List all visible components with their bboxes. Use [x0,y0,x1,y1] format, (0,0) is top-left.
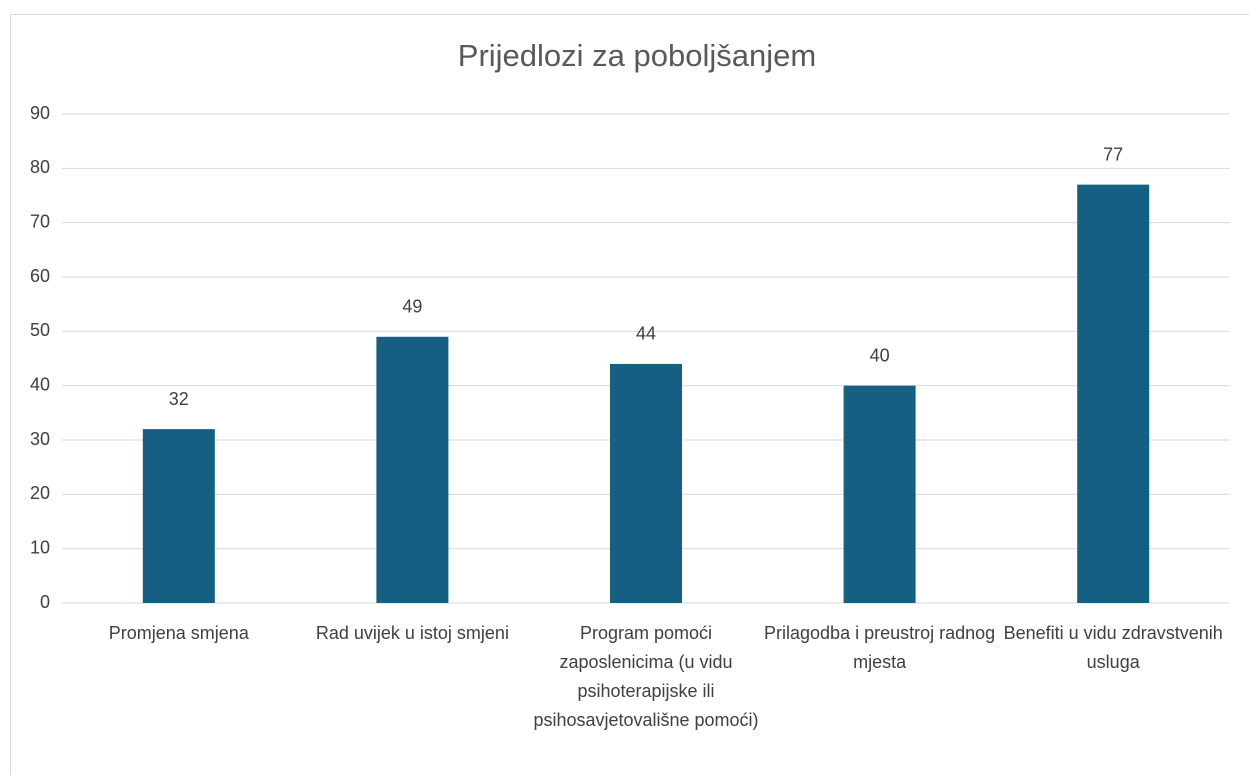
y-tick-label: 90 [30,103,50,123]
y-tick-label: 60 [30,266,50,286]
label-line: Benefiti u vidu zdravstvenih [1004,623,1223,643]
chart-title: Prijedlozi za poboljšanjem [458,38,816,73]
x-tick-label: Promjena smjena [109,623,250,643]
y-tick-label: 70 [30,211,50,231]
data-label: 40 [870,345,890,365]
y-tick-label: 10 [30,537,50,557]
label-line: Rad uvijek u istoj smjeni [316,623,509,643]
chart-border [10,14,1249,775]
data-label: 32 [169,389,189,409]
y-tick-label: 50 [30,320,50,340]
bar [610,363,682,603]
y-tick-label: 80 [30,157,50,177]
label-line: Promjena smjena [109,623,250,643]
y-tick-label: 20 [30,483,50,503]
x-tick-label: Prilagodba i preustroj radnog mjesta [764,623,995,672]
bar [843,385,916,603]
label-line: zaposlenicima (u vidu [559,652,732,672]
y-tick-label: 30 [30,429,50,449]
bar [142,429,215,603]
label-line: usluga [1087,652,1141,672]
label-line: Prilagodba i preustroj radnog [764,623,995,643]
label-line: psihosavjetovališne pomoći) [533,710,758,730]
y-tick-label: 0 [40,592,50,612]
label-line: mjesta [853,652,907,672]
data-label: 77 [1103,144,1123,164]
x-tick-label: Benefiti u vidu zdravstvenih usluga [1004,623,1223,672]
data-label: 49 [402,297,422,317]
label-line: psihoterapijske ili [577,681,714,701]
label-line: Program pomoći [580,623,712,643]
x-tick-label: Rad uvijek u istoj smjeni [316,623,509,643]
bar [376,336,449,603]
y-tick-label: 40 [30,374,50,394]
x-tick-label: Program pomoći zaposlenicima (u vidu psiho… [533,623,758,730]
bar [1077,184,1150,603]
data-label: 44 [636,324,656,344]
